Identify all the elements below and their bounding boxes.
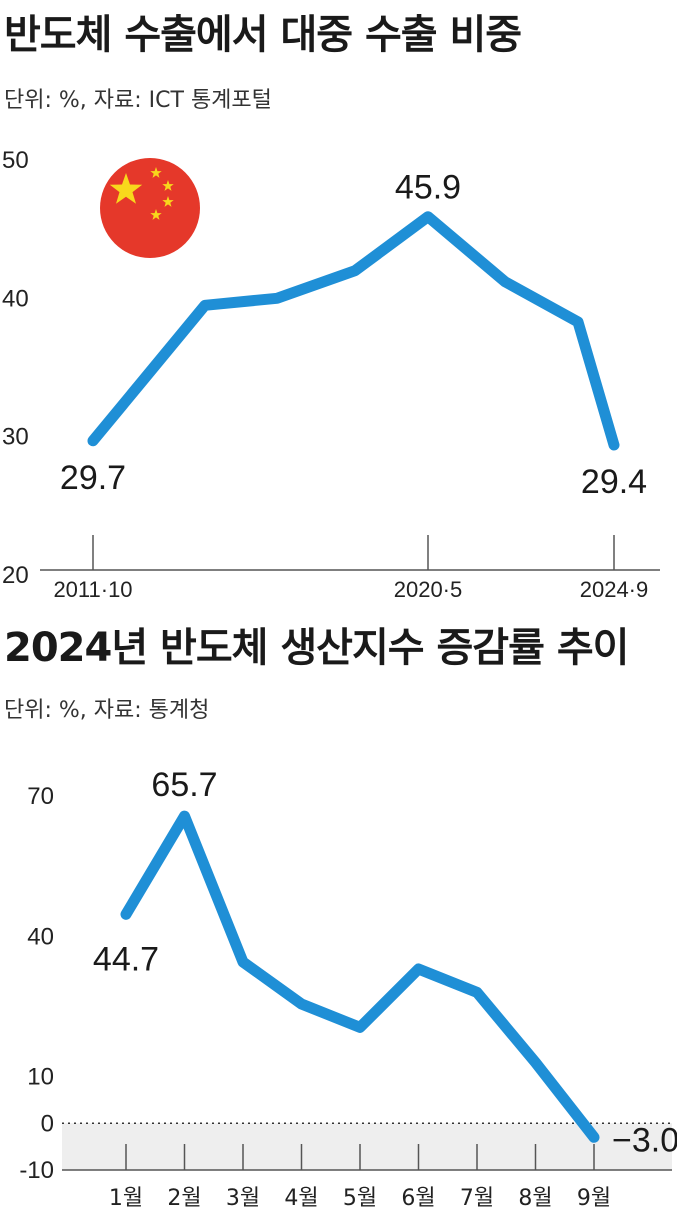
chart1-data-label: 29.4 [581, 463, 647, 501]
chart2-y-tick-label: 40 [27, 923, 54, 950]
chart2-x-tick-label: 1월 [109, 1186, 143, 1211]
chart1-subtitle: 단위: %, 자료: ICT 통계포털 [4, 88, 272, 113]
chart2-negative-band [62, 1123, 672, 1170]
chart2-x-tick-label: 9월 [577, 1186, 611, 1211]
chart1-y-tick-label: 50 [2, 147, 29, 174]
chart2-data-label: 44.7 [93, 940, 159, 978]
chart2-x-tick-label: 2월 [167, 1186, 201, 1211]
chart2-x-tick-label: 3월 [226, 1186, 260, 1211]
chart1-x-tick-label: 2020·5 [394, 577, 463, 602]
chart2-data-label: 65.7 [151, 766, 217, 804]
chart2-x-tick-label: 6월 [401, 1186, 435, 1211]
chart1-title: 반도체 수출에서 대중 수출 비중 [4, 12, 522, 58]
chart1-data-label: 29.7 [60, 459, 126, 497]
chart1-y-tick-label: 20 [2, 562, 29, 589]
chart2-y-tick-label: 10 [27, 1064, 54, 1091]
chart2-x-tick-label: 7월 [460, 1186, 494, 1211]
china-flag-icon [100, 158, 200, 258]
chart1-data-label: 45.9 [395, 169, 461, 207]
chart2-series-line [120, 810, 600, 1143]
chart2-x-tick-label: 5월 [343, 1186, 377, 1211]
chart1-y-tick-label: 30 [2, 424, 29, 451]
chart2-y-tick-label: -10 [19, 1157, 54, 1184]
chart1-plot: 50 40 30 20 2011·10 2020·5 2024·9 29.7 45.9 29.… [2, 147, 660, 602]
chart1-x-tick-label: 2011·10 [53, 577, 132, 602]
chart2-y-tick-label: 70 [27, 783, 54, 810]
chart2-y-tick-label: 0 [41, 1110, 54, 1137]
chart2-data-label: −3.0 [612, 1121, 677, 1159]
chart1-y-tick-label: 40 [2, 285, 29, 312]
chart2-x-tick-label: 8월 [518, 1186, 552, 1211]
chart2-subtitle: 단위: %, 자료: 통계청 [4, 698, 210, 723]
chart2-title: 2024년 반도체 생산지수 증감률 추이 [4, 625, 629, 671]
chart1-series-line [87, 211, 620, 451]
chart2-x-tick-label: 4월 [284, 1186, 318, 1211]
chart1-x-tick-label: 2024·9 [580, 577, 649, 602]
